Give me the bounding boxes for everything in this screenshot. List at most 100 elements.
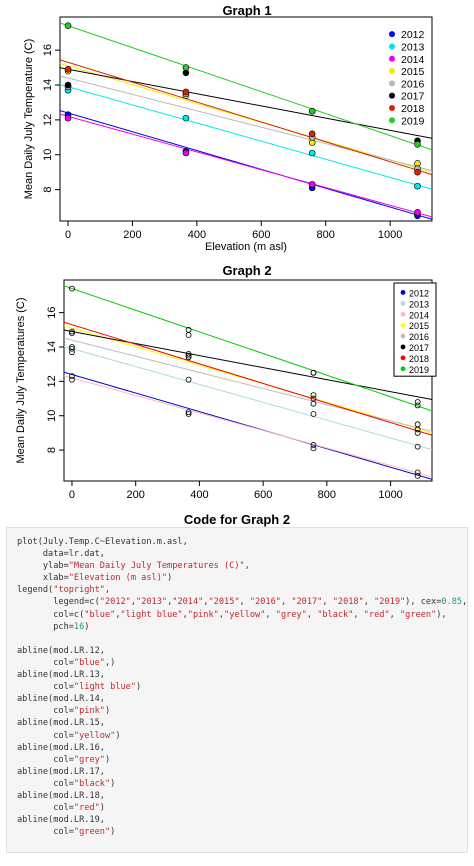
data-point-2019 bbox=[64, 22, 72, 30]
x-tick-label: 0 bbox=[65, 229, 71, 241]
fit-line-2017 bbox=[60, 67, 432, 139]
code-text: plot(July.Temp.C~Elevation.m.asl, data=l… bbox=[17, 537, 468, 838]
data-point-2013 bbox=[308, 149, 316, 157]
data-point-2014 bbox=[414, 469, 421, 476]
data-point-2019 bbox=[185, 326, 192, 333]
data-point-2018 bbox=[308, 130, 316, 138]
data-point-2015 bbox=[69, 330, 75, 337]
y-tick-label: 16 bbox=[42, 44, 54, 56]
legend-marker-2017 bbox=[389, 92, 395, 99]
data-point-2016 bbox=[414, 426, 421, 433]
legend-label-2018: 2018 bbox=[409, 354, 429, 364]
legend-box bbox=[382, 24, 430, 129]
data-point-2014 bbox=[182, 149, 190, 157]
legend-marker-2019 bbox=[400, 366, 406, 372]
legend-label-2012: 2012 bbox=[401, 29, 425, 41]
data-point-2018 bbox=[414, 168, 421, 176]
x-tick-label: 1000 bbox=[378, 229, 402, 241]
data-point-2018 bbox=[182, 88, 190, 96]
data-point-2019 bbox=[414, 140, 421, 148]
y-tick-label: 10 bbox=[42, 149, 54, 161]
y-axis-label: Mean Daily July Temperatures (C) bbox=[15, 297, 27, 463]
fit-line-2014 bbox=[60, 113, 432, 218]
data-point-2014 bbox=[69, 376, 75, 383]
legend-label-2017: 2017 bbox=[401, 91, 425, 103]
graph1-chart: 0 200 400 600 800 1000 8 10 12 14 16 Elevation (m a… bbox=[23, 16, 433, 253]
fit-line-2018 bbox=[60, 59, 432, 176]
x-tick-label: 400 bbox=[188, 229, 206, 241]
fit-line-2015 bbox=[64, 325, 432, 434]
fit-line-2012 bbox=[60, 110, 432, 220]
data-point-2012 bbox=[69, 373, 75, 380]
legend-label-2015: 2015 bbox=[409, 321, 429, 331]
data-point-2017 bbox=[414, 399, 421, 405]
data-point-2018 bbox=[69, 328, 75, 335]
x-tick-label: 400 bbox=[190, 489, 208, 501]
x-tick-label: 200 bbox=[127, 489, 145, 501]
data-point-2016 bbox=[310, 395, 317, 402]
legend-label-2012: 2012 bbox=[409, 288, 429, 298]
legend-marker-2018 bbox=[389, 104, 395, 111]
data-point-2013 bbox=[414, 443, 421, 450]
data-point-2017 bbox=[64, 81, 72, 89]
data-point-2013 bbox=[185, 376, 192, 383]
data-point-2013 bbox=[182, 114, 190, 122]
x-tick-label: 0 bbox=[69, 489, 75, 501]
fit-line-2019 bbox=[64, 285, 432, 412]
legend-label-2016: 2016 bbox=[409, 332, 429, 342]
data-point-2014 bbox=[185, 411, 192, 417]
y-tick-label: 12 bbox=[42, 114, 54, 126]
data-point-2015 bbox=[310, 400, 317, 407]
y-tick-label: 14 bbox=[46, 341, 58, 353]
data-point-2014 bbox=[64, 114, 72, 122]
x-tick-label: 1000 bbox=[378, 489, 402, 501]
data-point-2016 bbox=[69, 345, 75, 352]
data-point-2015 bbox=[185, 354, 192, 361]
data-point-2017 bbox=[69, 344, 75, 350]
fit-line-2014 bbox=[64, 375, 432, 478]
legend-marker-2014 bbox=[389, 55, 395, 62]
data-point-2018 bbox=[310, 392, 317, 399]
y-tick-label: 12 bbox=[46, 375, 58, 387]
data-point-2014 bbox=[310, 442, 317, 448]
fit-line-2013 bbox=[60, 83, 432, 190]
y-axis-label: Mean Daily July Temperature (C) bbox=[23, 39, 35, 200]
legend-marker-2012 bbox=[389, 31, 395, 38]
data-point-2019 bbox=[414, 402, 421, 409]
data-point-2012 bbox=[414, 472, 421, 479]
fit-line-2016 bbox=[60, 75, 432, 172]
legend-label-2018: 2018 bbox=[401, 103, 425, 115]
legend-label-2019: 2019 bbox=[409, 365, 429, 375]
legend-label-2014: 2014 bbox=[401, 54, 425, 66]
legend-marker-2012 bbox=[400, 290, 406, 295]
y-tick-label: 16 bbox=[46, 307, 58, 319]
data-point-2013 bbox=[414, 182, 421, 190]
legend-label-2015: 2015 bbox=[401, 66, 425, 78]
plot-frame bbox=[63, 279, 433, 482]
data-point-2014 bbox=[308, 181, 316, 188]
data-point-2019 bbox=[182, 64, 190, 71]
legend-marker-2015 bbox=[400, 322, 406, 328]
data-point-2019 bbox=[69, 285, 75, 292]
x-tick-label: 200 bbox=[123, 229, 141, 241]
legend-marker-2013 bbox=[400, 300, 406, 306]
graph1-title: Graph 1 bbox=[222, 3, 272, 18]
code-block: plot(July.Temp.C~Elevation.m.asl, data=l… bbox=[6, 527, 468, 853]
x-tick-label: 600 bbox=[252, 229, 270, 241]
fit-line-2016 bbox=[64, 337, 432, 432]
data-point-2019 bbox=[310, 369, 317, 376]
fit-line-2015 bbox=[60, 62, 432, 173]
legend-label-2016: 2016 bbox=[401, 78, 425, 90]
fit-line-2012 bbox=[64, 371, 432, 480]
legend-marker-2015 bbox=[389, 68, 395, 75]
fit-lines bbox=[64, 285, 432, 480]
data-point-2013 bbox=[310, 411, 317, 417]
legend-label-2013: 2013 bbox=[409, 299, 429, 309]
fit-line-2017 bbox=[64, 329, 432, 400]
graph2-title: Graph 2 bbox=[222, 263, 272, 278]
x-tick-label: 800 bbox=[317, 229, 335, 241]
data-point-2017 bbox=[185, 332, 192, 338]
plot-frame bbox=[59, 16, 433, 222]
fit-line-2013 bbox=[64, 346, 432, 451]
graph2-chart: 0 200 400 600 800 1000 8 10 12 14 16 Mean Daily Jul… bbox=[15, 279, 437, 501]
